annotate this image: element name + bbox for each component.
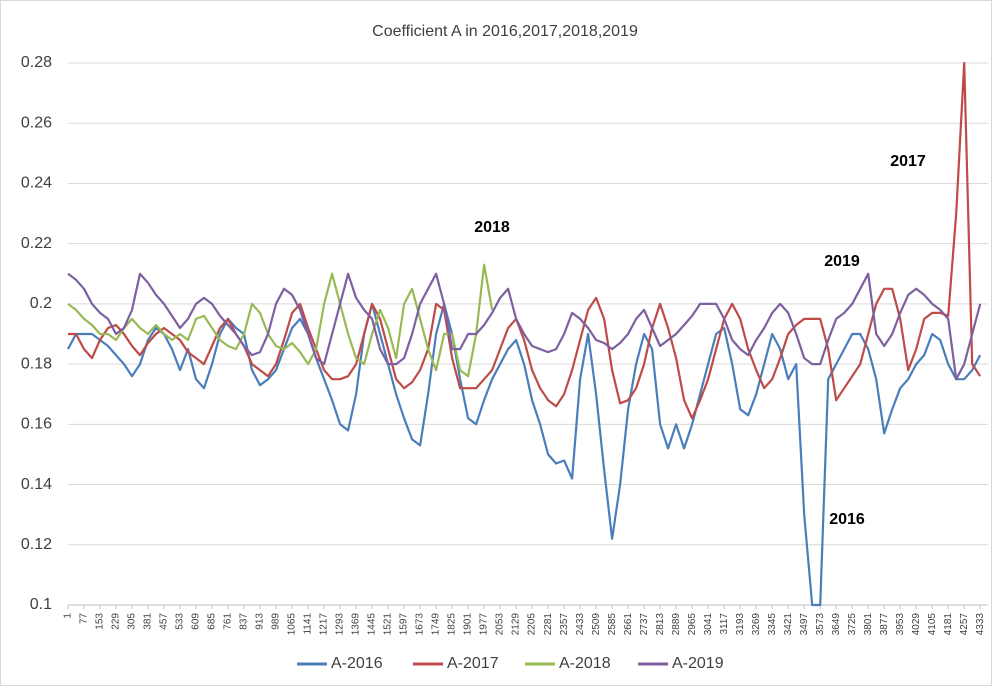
x-tick-label: 1749: [431, 613, 442, 636]
legend-label: A-2016: [331, 655, 383, 672]
chart-title: Coefficient A in 2016,2017,2018,2019: [372, 23, 638, 40]
legend-label: A-2017: [447, 655, 499, 672]
x-tick-label: 3345: [767, 613, 778, 636]
x-tick-label: 2205: [527, 613, 538, 636]
x-tick-label: 4333: [975, 613, 986, 636]
x-tick-label: 1673: [415, 613, 426, 636]
x-tick-label: 2053: [495, 613, 506, 636]
annotation: 2016: [829, 511, 865, 528]
x-tick-label: 1901: [463, 613, 474, 636]
x-tick-label: 1445: [367, 613, 378, 636]
series-line: [68, 61, 982, 420]
x-tick-label: 2813: [655, 613, 666, 636]
x-tick-label: 2661: [623, 613, 634, 636]
x-tick-label: 2737: [639, 613, 650, 636]
x-tick-label: 1217: [319, 613, 330, 636]
x-tick-label: 533: [175, 613, 186, 630]
x-tick-label: 761: [223, 613, 234, 630]
x-tick-label: 4257: [959, 613, 970, 636]
legend-item: A-2016: [297, 655, 383, 672]
y-tick-label: 0.24: [21, 175, 52, 192]
x-tick-label: 2357: [559, 613, 570, 636]
x-tick-label: 1065: [287, 613, 298, 636]
x-tick-label: 2965: [687, 613, 698, 636]
series-line: [67, 272, 982, 381]
x-tick-label: 3801: [863, 613, 874, 636]
x-tick-label: 2281: [543, 613, 554, 636]
x-tick-label: 457: [159, 613, 170, 630]
y-tick-label: 0.2: [30, 295, 52, 312]
x-tick-label: 989: [271, 613, 282, 630]
x-tick-label: 1: [63, 613, 74, 619]
y-tick-label: 0.14: [21, 476, 52, 493]
y-tick-label: 0.22: [21, 235, 52, 252]
legend-label: A-2019: [672, 655, 724, 672]
x-tick-label: 3877: [879, 613, 890, 636]
x-tick-label: 2585: [607, 613, 618, 636]
x-tick-label: 1521: [383, 613, 394, 636]
x-tick-label: 1825: [447, 613, 458, 636]
x-tick-label: 3725: [847, 613, 858, 636]
x-tick-label: 229: [111, 613, 122, 630]
y-tick-label: 0.1: [30, 596, 52, 613]
x-tick-label: 3497: [799, 613, 810, 636]
x-tick-label: 153: [95, 613, 106, 630]
x-tick-label: 1369: [351, 613, 362, 636]
x-tick-label: 3041: [703, 613, 714, 636]
series-line: [67, 263, 494, 378]
x-tick-label: 77: [79, 613, 90, 625]
x-tick-label: 3269: [751, 613, 762, 636]
x-tick-label: 913: [255, 613, 266, 630]
y-tick-label: 0.16: [21, 416, 52, 433]
x-tick-label: 2509: [591, 613, 602, 636]
annotation: 2017: [890, 153, 926, 170]
x-tick-label: 381: [143, 613, 154, 630]
y-tick-label: 0.18: [21, 355, 52, 372]
x-tick-label: 2129: [511, 613, 522, 636]
x-tick-label: 3953: [895, 613, 906, 636]
legend-item: A-2018: [525, 655, 611, 672]
annotation: 2019: [824, 253, 860, 270]
series-line: [67, 302, 982, 607]
x-tick-label: 305: [127, 613, 138, 630]
x-tick-label: 3117: [719, 613, 730, 635]
x-tick-label: 4029: [911, 613, 922, 636]
x-tick-label: 3649: [831, 613, 842, 636]
x-tick-label: 1977: [479, 613, 490, 636]
y-tick-label: 0.12: [21, 536, 52, 553]
x-tick-label: 3573: [815, 613, 826, 636]
legend-item: A-2017: [413, 655, 499, 672]
x-tick-label: 4105: [927, 613, 938, 636]
x-tick-label: 2433: [575, 613, 586, 636]
x-tick-label: 837: [239, 613, 250, 630]
y-tick-label: 0.28: [21, 54, 52, 71]
annotation: 2018: [474, 219, 510, 236]
x-tick-label: 3421: [783, 613, 794, 636]
x-tick-label: 1293: [335, 613, 346, 636]
x-tick-label: 4181: [943, 613, 954, 636]
legend-label: A-2018: [559, 655, 611, 672]
legend-item: A-2019: [638, 655, 724, 672]
x-tick-label: 2889: [671, 613, 682, 636]
y-tick-label: 0.26: [21, 114, 52, 131]
x-tick-label: 3193: [735, 613, 746, 636]
x-tick-label: 609: [191, 613, 202, 630]
x-tick-label: 1597: [399, 613, 410, 636]
x-tick-label: 685: [207, 613, 218, 630]
x-tick-label: 1141: [303, 613, 314, 635]
